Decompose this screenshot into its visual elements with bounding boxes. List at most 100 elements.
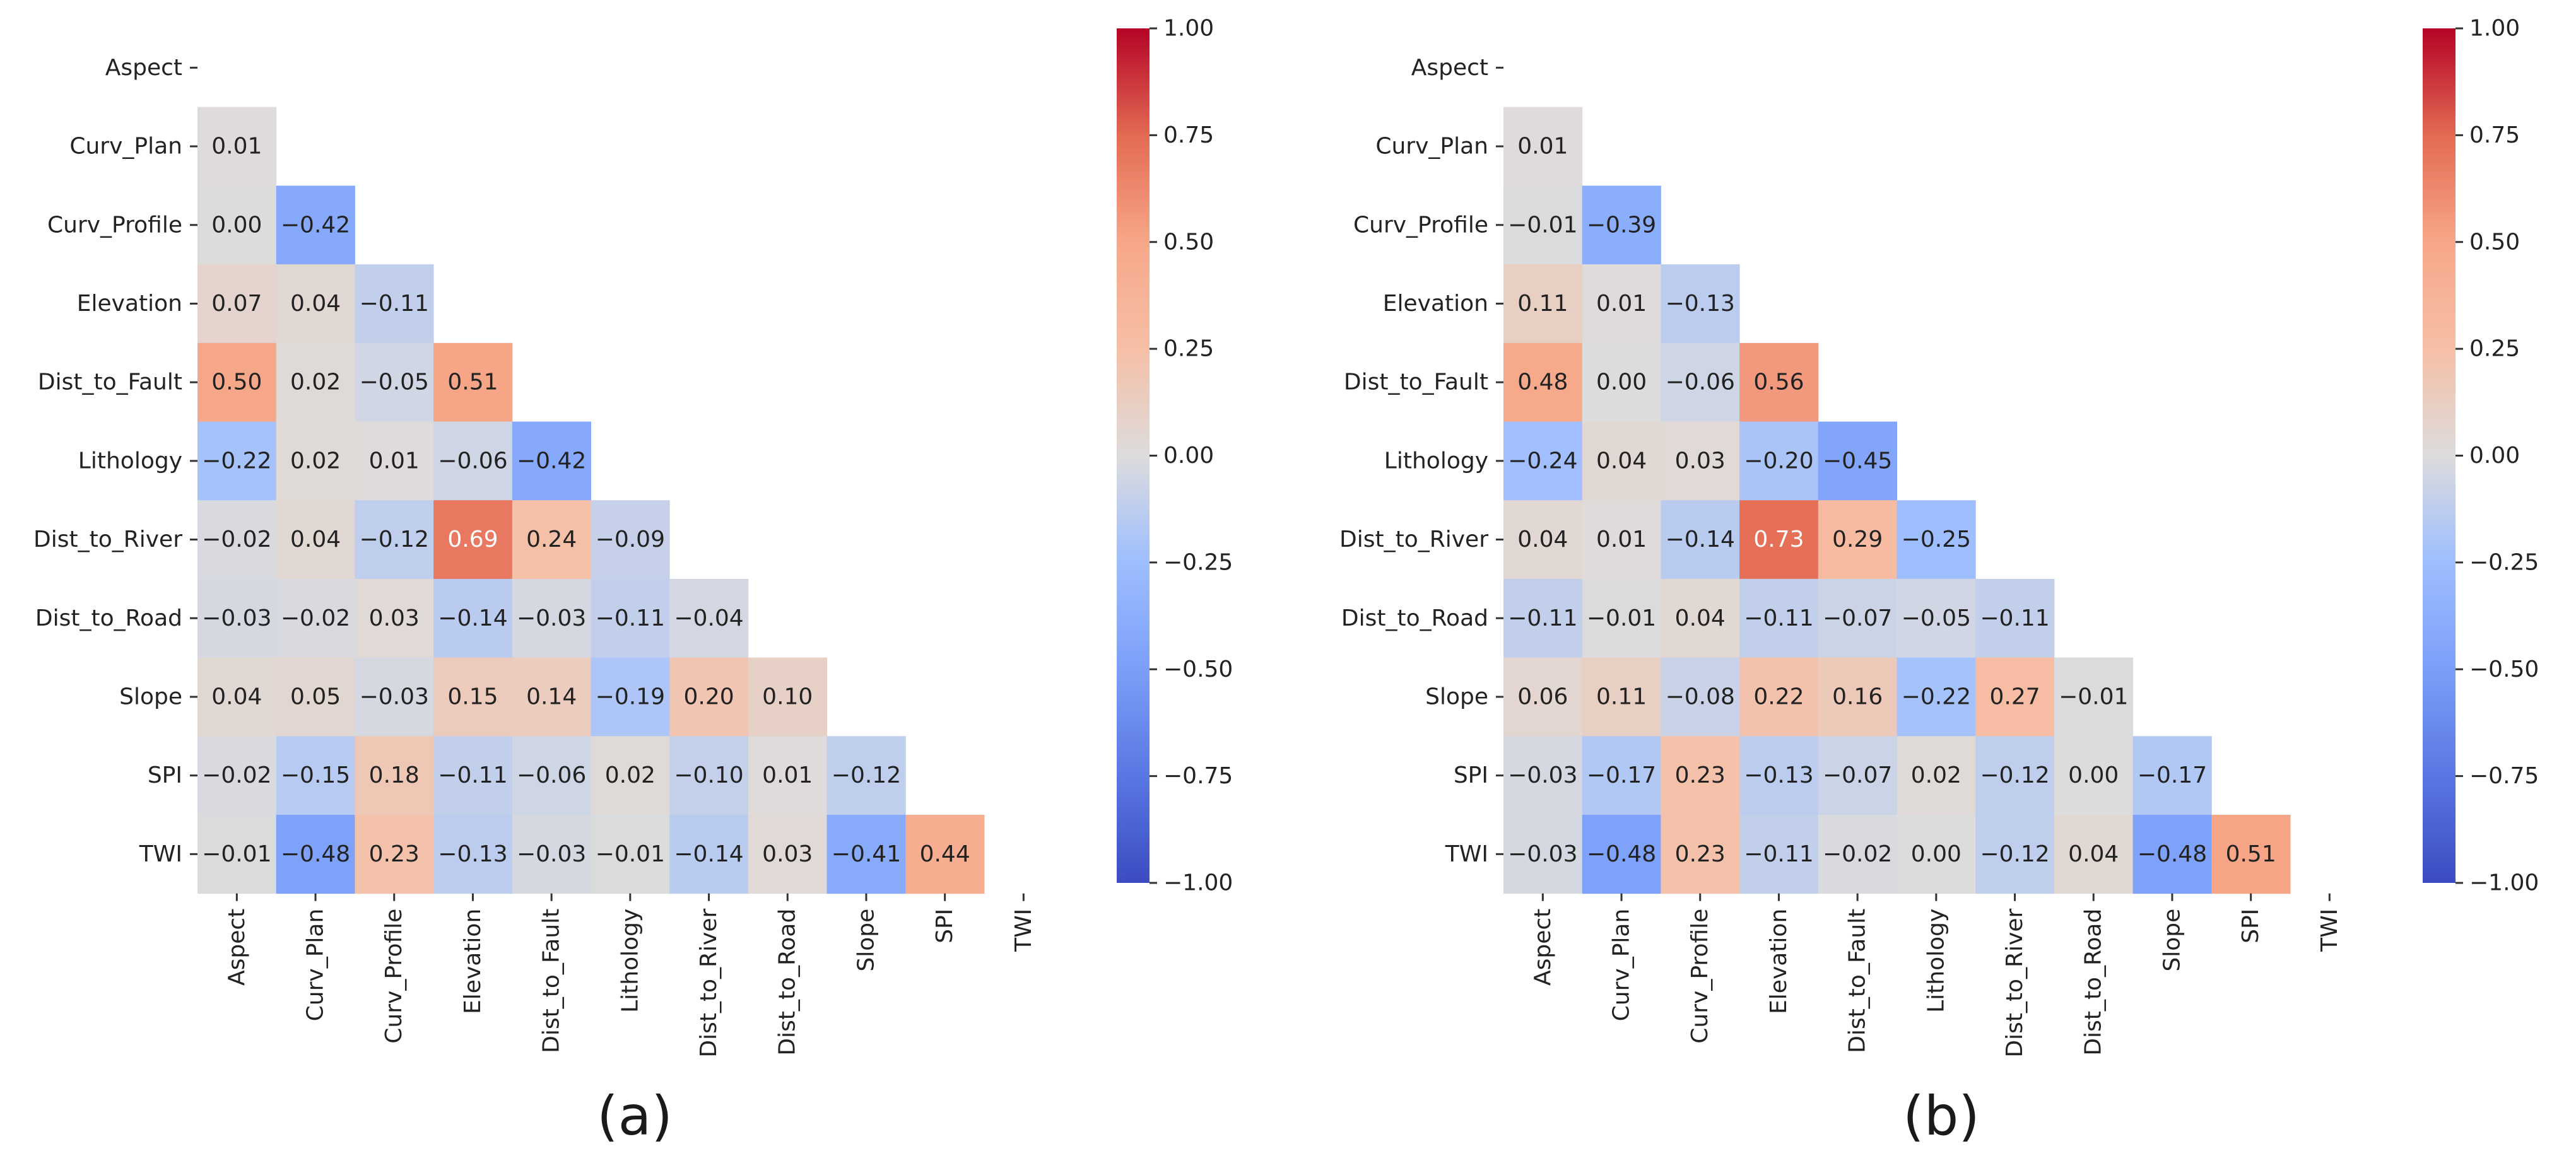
cell-label-Slope-Curv_Profile: −0.08 (1666, 684, 1735, 709)
cell-SPI-Dist_to_Road (2054, 736, 2134, 815)
cell-label-Dist_to_Fault-Curv_Profile: −0.05 (360, 370, 429, 395)
cell-Dist_to_Road-Dist_to_Fault (512, 578, 591, 658)
y-tick-label-Dist_to_River: Dist_to_River (33, 527, 182, 552)
cell-label-Dist_to_Road-Curv_Profile: 0.03 (369, 605, 420, 631)
cell-SPI-Curv_Profile (1661, 736, 1740, 815)
cell-TWI-Curv_Plan (1582, 815, 1661, 894)
cell-label-Slope-Curv_Plan: 0.05 (290, 684, 341, 709)
cell-Dist_to_Road-Elevation (1739, 578, 1819, 658)
colorbar-tick-label: 1.00 (1163, 16, 1214, 42)
y-tick-label-Slope: Slope (1425, 684, 1488, 709)
cell-label-Slope-Lithology: −0.19 (596, 684, 665, 709)
cell-Slope-Lithology (591, 657, 670, 737)
cell-Dist_to_River-Lithology (591, 500, 670, 580)
cell-label-Curv_Profile-Aspect: 0.00 (211, 212, 262, 238)
cell-Slope-Elevation (433, 657, 513, 737)
cell-label-Lithology-Dist_to_Fault: −0.45 (1823, 448, 1892, 474)
y-tick-label-Aspect: Aspect (1411, 55, 1488, 81)
cell-Dist_to_Road-Curv_Plan (276, 578, 355, 658)
cell-Dist_to_River-Elevation (1739, 500, 1819, 580)
cell-TWI-Dist_to_Road (2054, 815, 2134, 894)
cell-Dist_to_Road-Dist_to_River (1975, 578, 2055, 658)
cell-TWI-Lithology (591, 815, 670, 894)
cell-label-Elevation-Curv_Profile: −0.13 (1666, 291, 1735, 317)
cell-Dist_to_River-Curv_Plan (1582, 500, 1661, 580)
cell-Slope-Dist_to_River (669, 657, 749, 737)
cell-label-SPI-Dist_to_Fault: −0.07 (1823, 762, 1892, 788)
cell-label-SPI-Lithology: 0.02 (605, 762, 656, 788)
y-tick-label-Dist_to_Fault: Dist_to_Fault (1344, 370, 1488, 395)
cell-label-Slope-Elevation: 0.22 (1753, 684, 1804, 709)
cell-label-Dist_to_Road-Aspect: −0.11 (1508, 605, 1577, 631)
cell-Slope-Aspect (1503, 657, 1583, 737)
cell-label-Dist_to_Fault-Curv_Plan: 0.02 (290, 370, 341, 395)
cell-Dist_to_River-Curv_Profile (1661, 500, 1740, 580)
cell-label-SPI-Dist_to_Road: 0.00 (2068, 762, 2119, 788)
cell-TWI-Lithology (1897, 815, 1976, 894)
colorbar-tick-label: 1.00 (2469, 16, 2520, 42)
cell-label-Slope-Curv_Plan: 0.11 (1596, 684, 1647, 709)
cell-Lithology-Curv_Profile (1661, 421, 1740, 501)
heatmap-panel-b: 0.01 −0.01 −0.39 0.11 0.01 −0.13 0.48 0.00 −0.06… (1339, 16, 2539, 1058)
cell-label-Elevation-Aspect: 0.11 (1517, 291, 1568, 317)
cell-label-Dist_to_River-Curv_Plan: 0.04 (290, 527, 341, 552)
cell-SPI-Curv_Plan (276, 736, 355, 815)
cell-Elevation-Aspect (197, 264, 277, 344)
cell-TWI-Slope (826, 815, 906, 894)
cell-label-Slope-Aspect: 0.06 (1517, 684, 1568, 709)
y-tick-label-SPI: SPI (148, 762, 182, 788)
cell-label-Lithology-Dist_to_Fault: −0.42 (517, 448, 586, 474)
x-tick-label-Aspect: Aspect (224, 909, 250, 986)
cell-label-Dist_to_River-Aspect: −0.02 (202, 527, 271, 552)
colorbar-tick-label: −0.50 (2469, 657, 2539, 682)
cell-Dist_to_Road-Dist_to_Fault (1818, 578, 1897, 658)
cell-Slope-Dist_to_Fault (1818, 657, 1897, 737)
cell-label-Lithology-Curv_Plan: 0.04 (1596, 448, 1647, 474)
y-tick-label-Dist_to_Road: Dist_to_Road (35, 605, 182, 631)
cell-label-Dist_to_Road-Elevation: −0.14 (438, 605, 507, 631)
cell-label-Dist_to_River-Dist_to_Fault: 0.24 (526, 527, 577, 552)
cell-label-SPI-Curv_Plan: −0.15 (281, 762, 350, 788)
cell-label-Lithology-Curv_Plan: 0.02 (290, 448, 341, 474)
cell-Lithology-Aspect (1503, 421, 1583, 501)
cell-Dist_to_River-Dist_to_Fault (1818, 500, 1897, 580)
panel-label-a: (a) (597, 1085, 673, 1148)
cell-SPI-Lithology (591, 736, 670, 815)
y-tick-label-Elevation: Elevation (77, 291, 182, 317)
cell-label-Dist_to_River-Dist_to_Fault: 0.29 (1832, 527, 1883, 552)
cell-Dist_to_Fault-Curv_Profile (1661, 342, 1740, 422)
cell-label-Lithology-Elevation: −0.06 (438, 448, 507, 474)
cell-label-Slope-Dist_to_River: 0.20 (683, 684, 734, 709)
cell-Curv_Profile-Curv_Plan (276, 185, 355, 265)
cell-TWI-Curv_Profile (1661, 815, 1740, 894)
cell-Dist_to_Road-Elevation (433, 578, 513, 658)
y-tick-label-Dist_to_River: Dist_to_River (1339, 527, 1488, 552)
cell-label-Curv_Plan-Aspect: 0.01 (211, 134, 262, 160)
cell-label-SPI-Dist_to_Road: 0.01 (762, 762, 813, 788)
cell-label-Dist_to_Road-Lithology: −0.05 (1902, 605, 1971, 631)
cell-Lithology-Elevation (433, 421, 513, 501)
cell-label-TWI-Dist_to_Fault: −0.03 (517, 841, 586, 867)
cell-Elevation-Curv_Profile (355, 264, 434, 344)
cell-label-Elevation-Curv_Profile: −0.11 (360, 291, 429, 317)
cell-label-TWI-Dist_to_Fault: −0.02 (1823, 841, 1892, 867)
cell-label-Dist_to_Road-Aspect: −0.03 (202, 605, 271, 631)
cell-Dist_to_Fault-Elevation (433, 342, 513, 422)
cell-Dist_to_Road-Curv_Profile (355, 578, 434, 658)
cell-label-Dist_to_Road-Curv_Plan: −0.02 (281, 605, 350, 631)
cell-label-SPI-Curv_Profile: 0.18 (369, 762, 420, 788)
cell-label-Dist_to_River-Curv_Profile: −0.12 (360, 527, 429, 552)
cell-label-Dist_to_River-Curv_Plan: 0.01 (1596, 527, 1647, 552)
cell-Dist_to_Fault-Aspect (1503, 342, 1583, 422)
x-tick-label-TWI: TWI (1011, 909, 1037, 952)
cell-label-Dist_to_Road-Dist_to_River: −0.11 (1980, 605, 2049, 631)
cell-label-TWI-Lithology: 0.00 (1911, 841, 1961, 867)
x-tick-label-Dist_to_Fault: Dist_to_Fault (539, 909, 565, 1053)
cell-Lithology-Curv_Plan (276, 421, 355, 501)
cell-label-TWI-Dist_to_River: −0.14 (674, 841, 743, 867)
cell-label-Curv_Profile-Curv_Plan: −0.42 (281, 212, 350, 238)
cell-label-SPI-Curv_Plan: −0.17 (1587, 762, 1656, 788)
cell-Elevation-Aspect (1503, 264, 1583, 344)
x-tick-label-Lithology: Lithology (617, 909, 643, 1013)
